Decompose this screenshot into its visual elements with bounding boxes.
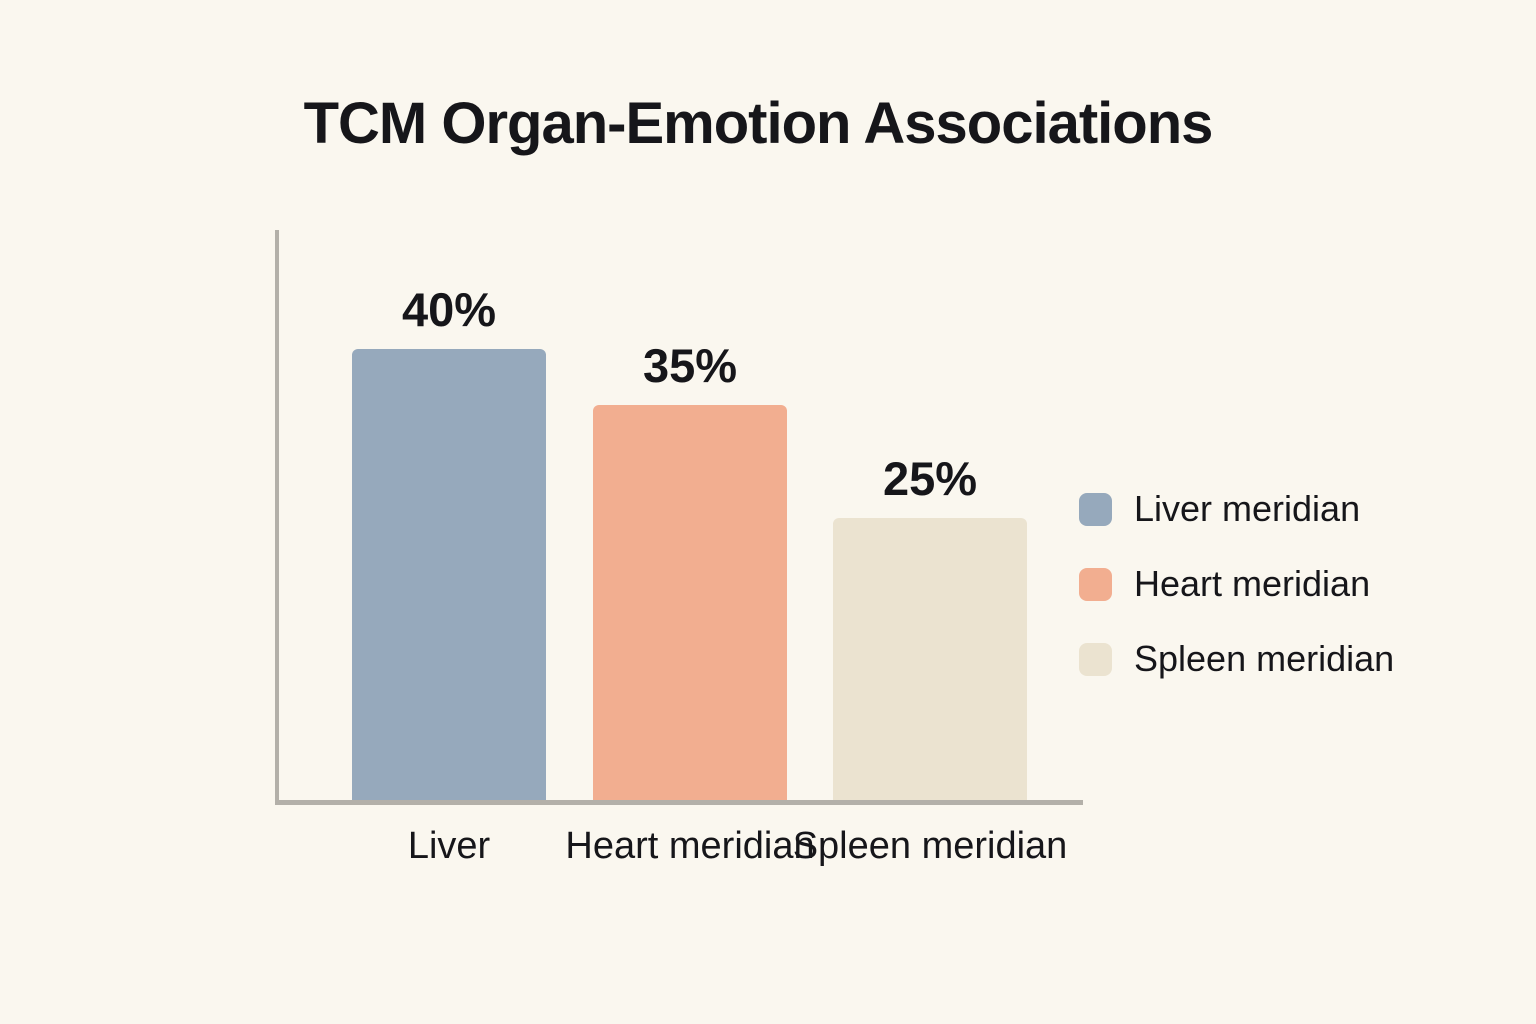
- legend-swatch-icon: [1079, 567, 1112, 601]
- legend-item-spleen-meridian: Spleen meridian: [1079, 638, 1394, 680]
- legend-label: Spleen meridian: [1134, 638, 1395, 679]
- legend-item-liver-meridian: Liver meridian: [1079, 488, 1394, 530]
- x-tick-label-liver: Liver: [407, 825, 491, 867]
- chart-title: TCM Organ-Emotion Associations: [303, 91, 1214, 156]
- value-label-heart-meridian: 35%: [642, 339, 738, 392]
- bar-liver: [352, 349, 546, 800]
- plot-area: 40% 35% 25%: [275, 230, 1083, 805]
- x-tick-label-spleen-meridian: Spleen meridian: [792, 825, 1068, 867]
- legend: Liver meridian Heart meridian Spleen merid…: [1079, 488, 1394, 680]
- value-label-liver: 40%: [401, 283, 497, 336]
- legend-item-heart-meridian: Heart meridian: [1079, 563, 1394, 605]
- bar-heart-meridian: [593, 405, 787, 800]
- legend-swatch-icon: [1079, 642, 1112, 676]
- legend-swatch-icon: [1079, 492, 1112, 526]
- value-label-spleen-meridian: 25%: [882, 452, 978, 505]
- legend-label: Heart meridian: [1134, 563, 1371, 604]
- legend-label: Liver meridian: [1134, 488, 1361, 529]
- x-tick-label-heart-meridian: Heart meridian: [565, 825, 815, 867]
- bar-spleen-meridian: [833, 518, 1027, 800]
